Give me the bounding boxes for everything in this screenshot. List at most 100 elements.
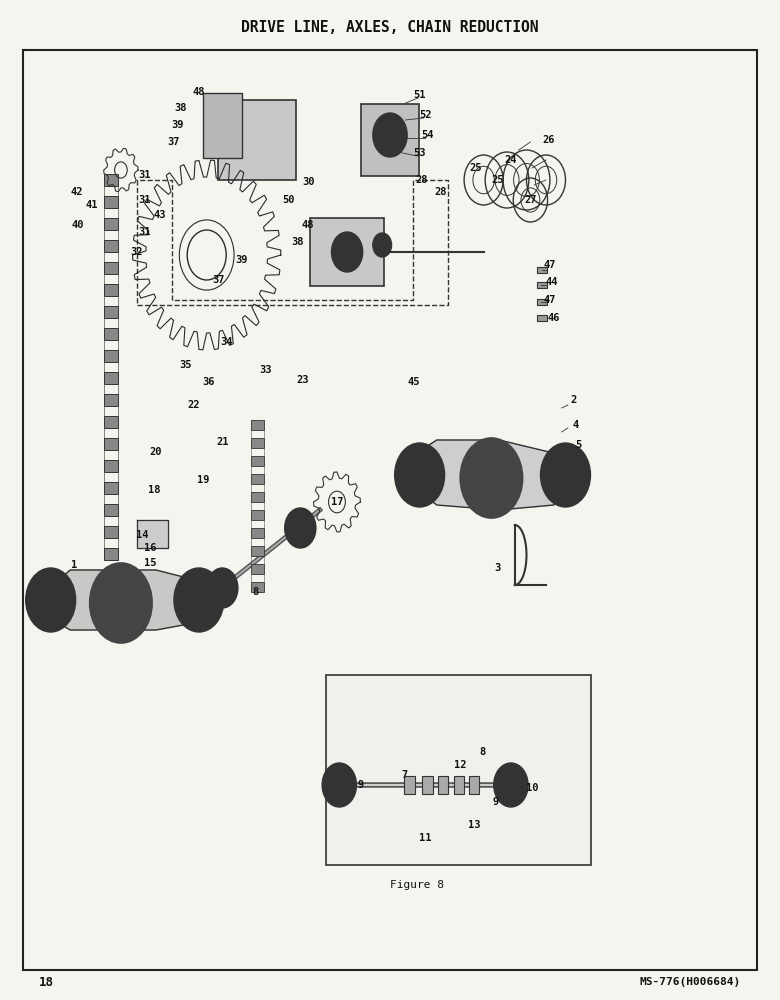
Bar — [537, 299, 547, 305]
Circle shape — [26, 568, 76, 632]
Bar — [537, 315, 547, 321]
Text: MS-776(H006684): MS-776(H006684) — [640, 977, 741, 987]
Circle shape — [285, 508, 316, 548]
Text: 8: 8 — [253, 587, 259, 597]
Bar — [104, 218, 118, 230]
Text: 50: 50 — [282, 195, 295, 205]
Text: DRIVE LINE, AXLES, CHAIN REDUCTION: DRIVE LINE, AXLES, CHAIN REDUCTION — [241, 19, 539, 34]
Bar — [454, 776, 463, 794]
Bar — [251, 546, 264, 556]
Text: 16: 16 — [144, 543, 157, 553]
Circle shape — [494, 763, 528, 807]
Text: 33: 33 — [259, 365, 271, 375]
Text: 44: 44 — [546, 277, 558, 287]
Bar — [251, 510, 264, 520]
Text: 40: 40 — [72, 220, 84, 230]
Circle shape — [174, 568, 224, 632]
Text: 41: 41 — [86, 200, 98, 210]
Bar — [537, 282, 547, 288]
Text: 27: 27 — [524, 195, 537, 205]
Circle shape — [332, 775, 347, 795]
Bar — [203, 93, 242, 157]
Text: 20: 20 — [150, 447, 162, 457]
Bar — [104, 372, 118, 384]
Text: 43: 43 — [154, 210, 166, 220]
Bar — [537, 267, 547, 273]
Bar — [104, 526, 118, 538]
Bar — [104, 548, 118, 560]
Text: 15: 15 — [144, 558, 157, 568]
Text: 39: 39 — [172, 120, 184, 130]
Circle shape — [503, 775, 519, 795]
Text: 25: 25 — [491, 175, 504, 185]
Text: 31: 31 — [138, 170, 151, 180]
Text: 8: 8 — [479, 747, 485, 757]
Bar — [104, 306, 118, 318]
Bar — [104, 196, 118, 208]
Bar — [360, 104, 420, 176]
Polygon shape — [136, 520, 168, 548]
Text: 10: 10 — [526, 783, 538, 793]
Text: 17: 17 — [331, 497, 343, 507]
Bar — [104, 438, 118, 450]
Text: 24: 24 — [505, 155, 517, 165]
Text: Figure 8: Figure 8 — [390, 880, 445, 890]
Bar — [104, 350, 118, 362]
Bar — [104, 240, 118, 252]
Text: 39: 39 — [236, 255, 248, 265]
Circle shape — [37, 582, 65, 618]
Text: 19: 19 — [197, 475, 209, 485]
Text: 25: 25 — [470, 163, 482, 173]
Bar — [251, 420, 264, 430]
Text: 38: 38 — [175, 103, 187, 113]
Text: 51: 51 — [413, 90, 426, 100]
Bar — [104, 284, 118, 296]
Bar — [104, 174, 118, 186]
Text: 5: 5 — [576, 440, 582, 450]
Bar — [251, 456, 264, 466]
Circle shape — [207, 568, 238, 608]
Bar — [104, 482, 118, 494]
Text: 36: 36 — [203, 377, 215, 387]
Text: 9: 9 — [492, 797, 498, 807]
Circle shape — [460, 438, 523, 518]
Polygon shape — [413, 440, 569, 510]
Text: 12: 12 — [454, 760, 466, 770]
Text: 26: 26 — [542, 135, 555, 145]
Text: 47: 47 — [544, 295, 556, 305]
Bar — [104, 328, 118, 340]
Bar — [104, 460, 118, 472]
Text: 7: 7 — [401, 770, 407, 780]
Text: 37: 37 — [167, 137, 179, 147]
Bar — [470, 776, 479, 794]
Text: 21: 21 — [216, 437, 229, 447]
Text: 3: 3 — [495, 563, 501, 573]
Circle shape — [541, 443, 590, 507]
Text: 32: 32 — [130, 247, 143, 257]
Text: 18: 18 — [148, 485, 161, 495]
Text: 28: 28 — [415, 175, 427, 185]
Circle shape — [332, 232, 363, 272]
Polygon shape — [47, 570, 203, 630]
Bar — [405, 776, 415, 794]
Circle shape — [406, 457, 434, 493]
Text: 47: 47 — [544, 260, 556, 270]
Text: 1: 1 — [71, 560, 77, 570]
Text: 2: 2 — [570, 395, 576, 405]
Circle shape — [395, 443, 445, 507]
Bar — [104, 416, 118, 428]
Bar — [251, 474, 264, 484]
Text: 22: 22 — [187, 400, 200, 410]
Bar — [218, 100, 296, 180]
Text: 13: 13 — [468, 820, 480, 830]
Circle shape — [373, 233, 392, 257]
Text: 9: 9 — [357, 780, 363, 790]
Circle shape — [90, 563, 152, 643]
Circle shape — [476, 458, 507, 498]
Bar — [251, 582, 264, 592]
Text: 46: 46 — [548, 313, 560, 323]
Text: 28: 28 — [434, 187, 447, 197]
Bar — [104, 262, 118, 274]
Text: 23: 23 — [296, 375, 309, 385]
Bar — [423, 776, 433, 794]
